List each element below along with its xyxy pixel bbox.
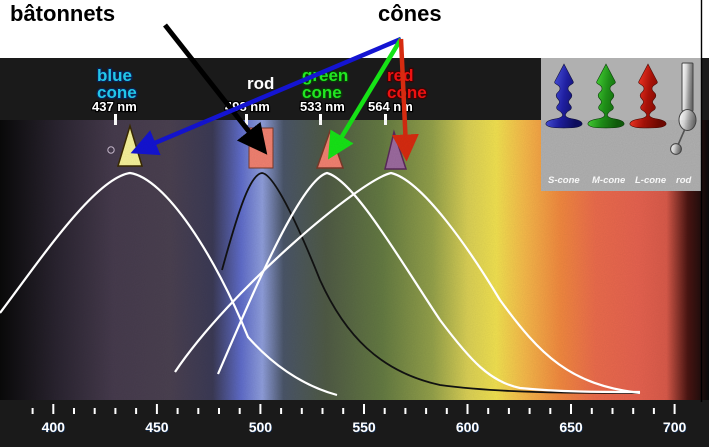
svg-text:437 nm: 437 nm [92, 99, 137, 114]
svg-text:533 nm: 533 nm [300, 99, 345, 114]
svg-text:bâtonnets: bâtonnets [10, 1, 115, 26]
svg-text:500: 500 [249, 419, 273, 435]
svg-text:550: 550 [352, 419, 376, 435]
svg-text:650: 650 [559, 419, 583, 435]
svg-text:rod: rod [247, 74, 274, 93]
svg-text:450: 450 [145, 419, 169, 435]
svg-text:400: 400 [42, 419, 66, 435]
svg-text:cônes: cônes [378, 1, 442, 26]
svg-text:700: 700 [663, 419, 687, 435]
svg-text:600: 600 [456, 419, 480, 435]
